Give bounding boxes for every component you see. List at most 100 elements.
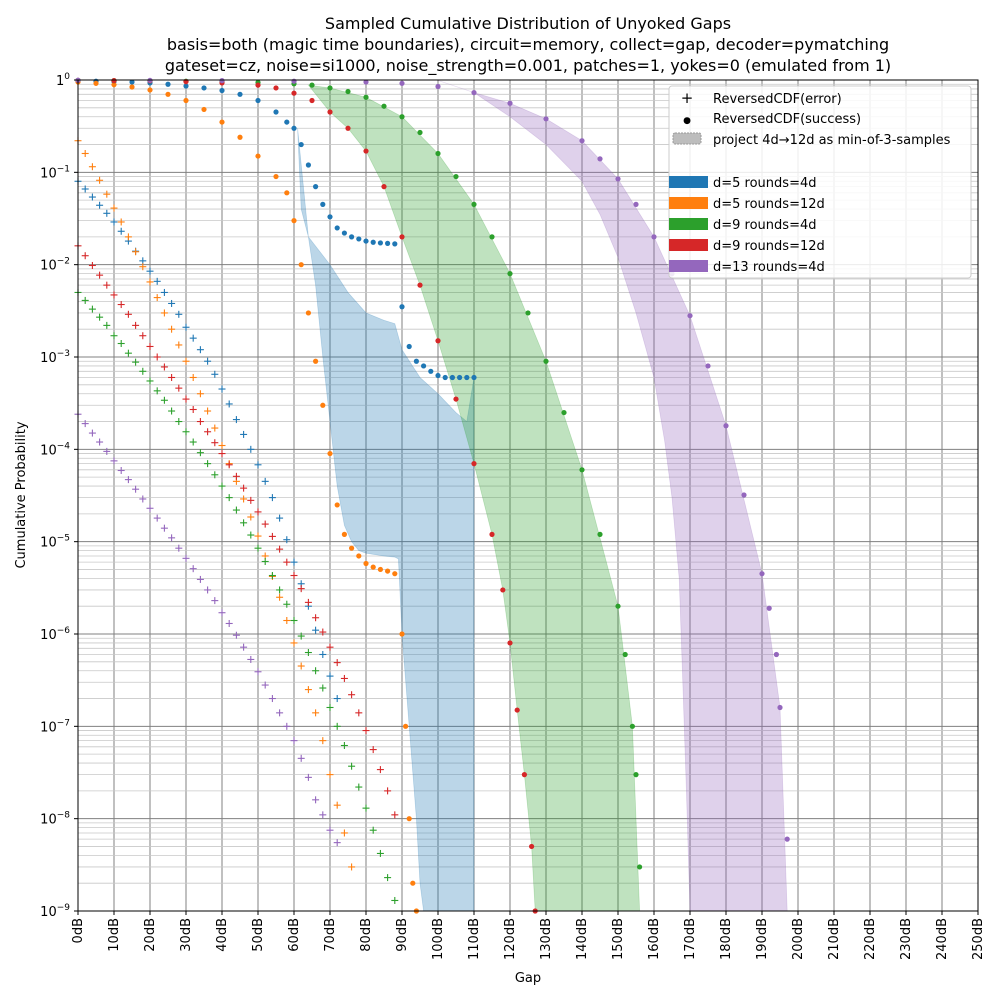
error-point — [333, 722, 341, 730]
success-point — [255, 153, 261, 159]
error-point — [391, 896, 399, 904]
success-point — [309, 82, 315, 88]
error-point — [146, 342, 154, 350]
x-tick-label: 150dB — [611, 918, 626, 960]
error-point — [103, 190, 111, 198]
success-point — [305, 310, 311, 316]
x-tick-label: 10dB — [107, 918, 122, 952]
error-point — [362, 804, 370, 812]
error-point — [304, 649, 312, 657]
error-point — [110, 204, 118, 212]
error-point — [110, 291, 118, 299]
error-point — [326, 672, 334, 680]
success-point — [579, 467, 585, 473]
legend-series-label: d=9 rounds=4d — [713, 218, 816, 233]
success-point — [237, 91, 243, 97]
success-point — [349, 545, 355, 551]
success-point — [615, 603, 621, 609]
y-axis-ticks: 10−9 10−8 10−7 10−6 10−5 10−4 10−3 10−2 10−1 10 — [40, 72, 78, 920]
success-point — [147, 87, 153, 93]
success-point — [741, 492, 747, 498]
error-point — [153, 514, 161, 522]
success-point — [313, 358, 319, 364]
success-point — [183, 83, 189, 89]
error-point — [333, 801, 341, 809]
error-point — [182, 357, 190, 365]
error-point — [319, 628, 327, 636]
y-tick-label: 10−7 — [40, 718, 70, 735]
error-point — [326, 703, 334, 711]
error-point — [268, 532, 276, 540]
success-point — [385, 568, 391, 574]
y-tick-label: 10−8 — [40, 811, 70, 828]
success-point — [442, 374, 448, 381]
error-point — [225, 494, 233, 502]
error-point — [218, 482, 226, 490]
success-point — [298, 262, 304, 268]
error-point — [376, 766, 384, 774]
error-point — [204, 586, 212, 594]
error-point — [96, 201, 104, 209]
error-point — [175, 341, 183, 349]
error-point — [211, 471, 219, 479]
success-point — [417, 282, 423, 288]
title-line-2: basis=both (magic time boundaries), circ… — [167, 35, 889, 54]
success-point — [500, 587, 506, 593]
error-point — [146, 267, 154, 275]
error-point — [117, 218, 125, 226]
error-point — [168, 299, 176, 307]
error-point — [81, 149, 89, 157]
legend-series-swatch — [669, 176, 708, 188]
error-point — [254, 532, 262, 540]
error-point — [261, 557, 269, 565]
projection-band — [297, 128, 475, 912]
error-point — [348, 762, 356, 770]
error-point — [124, 349, 132, 357]
error-point — [376, 849, 384, 857]
success-point — [507, 100, 513, 106]
success-point — [561, 409, 567, 416]
error-point — [211, 439, 219, 447]
error-point — [139, 257, 147, 265]
success-point — [356, 553, 362, 559]
success-point — [457, 374, 463, 381]
error-point — [132, 321, 140, 329]
success-point — [327, 450, 333, 457]
projection-band — [437, 80, 788, 912]
x-tick-label: 80dB — [359, 918, 374, 952]
error-point — [175, 418, 183, 426]
error-point — [254, 668, 262, 676]
success-point — [345, 125, 351, 131]
legend-series-swatch — [669, 260, 708, 272]
success-point — [514, 707, 520, 713]
success-point — [356, 236, 362, 242]
error-point — [240, 519, 248, 527]
success-point — [291, 78, 297, 84]
success-point — [435, 150, 441, 157]
error-point — [276, 586, 284, 594]
error-point — [103, 209, 111, 217]
error-point — [283, 536, 291, 544]
error-point — [369, 746, 377, 754]
error-point — [189, 334, 197, 342]
success-point — [363, 238, 369, 244]
error-point — [384, 787, 392, 795]
error-point — [103, 281, 111, 289]
error-point — [117, 466, 125, 474]
success-point — [413, 358, 419, 364]
success-point — [759, 571, 765, 577]
error-point — [81, 252, 89, 260]
error-point — [225, 619, 233, 627]
success-point — [399, 114, 405, 120]
success-point — [417, 129, 423, 136]
error-point — [326, 826, 334, 834]
error-point — [340, 742, 348, 750]
error-point — [110, 457, 118, 465]
error-point — [312, 626, 320, 634]
error-point — [189, 373, 197, 381]
error-point — [218, 609, 226, 617]
error-point — [232, 631, 240, 639]
error-point — [146, 278, 154, 286]
error-point — [218, 450, 226, 458]
